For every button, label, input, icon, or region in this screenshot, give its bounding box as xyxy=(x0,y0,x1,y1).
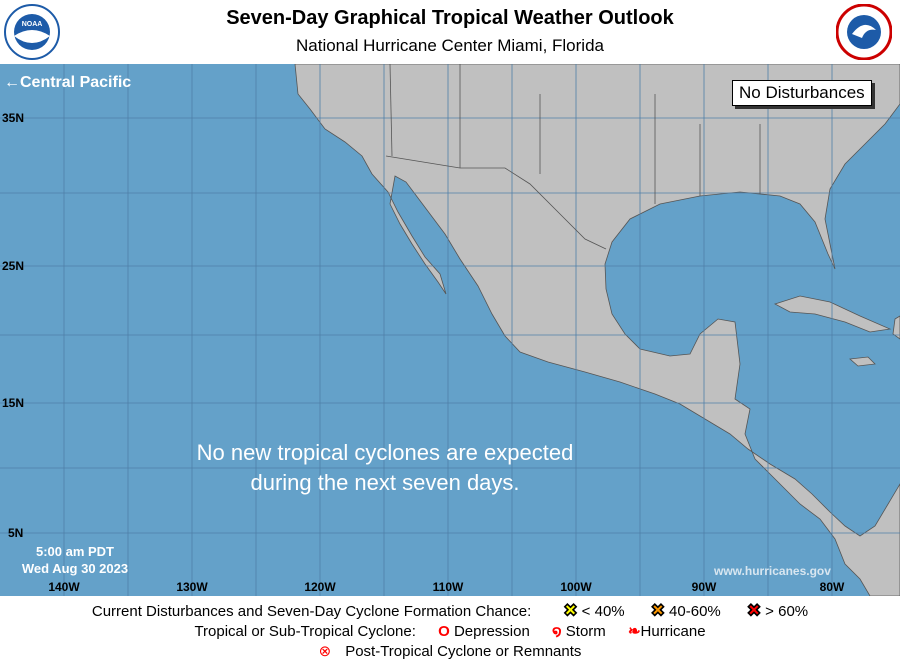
legend-low: < 40% xyxy=(581,603,625,620)
us-mexico-border xyxy=(385,64,761,250)
depression-icon: O xyxy=(438,623,450,640)
legend-label: Tropical or Sub-Tropical Cyclone: xyxy=(194,623,416,640)
watermark: www.hurricanes.gov xyxy=(714,564,831,578)
header: NOAA Seven-Day Graphical Tropical Weathe… xyxy=(0,0,900,64)
legend-depression: Depression xyxy=(453,623,530,640)
lon-label: 90W xyxy=(691,580,717,594)
legend-hurricane: Hurricane xyxy=(640,623,706,640)
date: Wed Aug 30 2023 xyxy=(21,561,129,576)
legend-post-tropical: Post-Tropical Cyclone or Remnants xyxy=(345,643,582,660)
red-x-icon: ✖ xyxy=(746,601,762,621)
noaa-logo: NOAA xyxy=(4,4,60,60)
lon-label: 130W xyxy=(176,580,208,594)
page-subtitle: National Hurricane Center Miami, Florida xyxy=(295,36,604,55)
legend-row-formation: Current Disturbances and Seven-Day Cyclo… xyxy=(0,601,900,621)
jamaica xyxy=(849,356,876,367)
svg-text:NOAA: NOAA xyxy=(22,21,43,28)
central-pacific-link[interactable]: ←Central Pacific xyxy=(4,74,132,91)
map[interactable] xyxy=(0,64,900,596)
legend-label: Current Disturbances and Seven-Day Cyclo… xyxy=(91,603,532,620)
outlook-message: No new tropical cyclones are expected dur… xyxy=(150,438,620,498)
page-title: Seven-Day Graphical Tropical Weather Out… xyxy=(226,7,674,29)
legend-mid: 40-60% xyxy=(669,603,721,620)
lon-label: 100W xyxy=(560,580,592,594)
grid-lines xyxy=(0,64,900,596)
lat-label: 15N xyxy=(2,396,25,410)
legend-high: > 60% xyxy=(765,603,809,620)
hurricane-icon: ❧ xyxy=(627,623,641,640)
cuba xyxy=(773,295,892,333)
lon-label: 140W xyxy=(48,580,80,594)
message-line: during the next seven days. xyxy=(250,470,520,495)
time: 5:00 am PDT xyxy=(35,544,115,559)
legend-storm: Storm xyxy=(565,623,606,640)
hispaniola xyxy=(892,315,900,340)
lon-label: 110W xyxy=(432,580,464,594)
lat-label: 35N xyxy=(2,111,25,125)
orange-x-icon: ✖ xyxy=(650,601,666,621)
issue-time: 5:00 am PDT Wed Aug 30 2023 xyxy=(0,543,150,577)
lon-label: 120W xyxy=(304,580,336,594)
message-line: No new tropical cyclones are expected xyxy=(196,440,574,465)
lon-label: 80W xyxy=(819,580,845,594)
storm-icon: ໑ xyxy=(551,623,562,640)
status-box: No Disturbances xyxy=(732,80,872,106)
lat-label: 25N xyxy=(2,259,25,273)
legend-row-cyclone: Tropical or Sub-Tropical Cyclone: O Depr… xyxy=(0,622,900,640)
legend-row-post-tropical: ⊗ Post-Tropical Cyclone or Remnants xyxy=(0,642,900,660)
lat-label: 5N xyxy=(8,526,24,540)
nws-logo xyxy=(836,4,892,60)
post-tropical-icon: ⊗ xyxy=(318,643,332,660)
yellow-x-icon: ✖ xyxy=(563,601,578,621)
